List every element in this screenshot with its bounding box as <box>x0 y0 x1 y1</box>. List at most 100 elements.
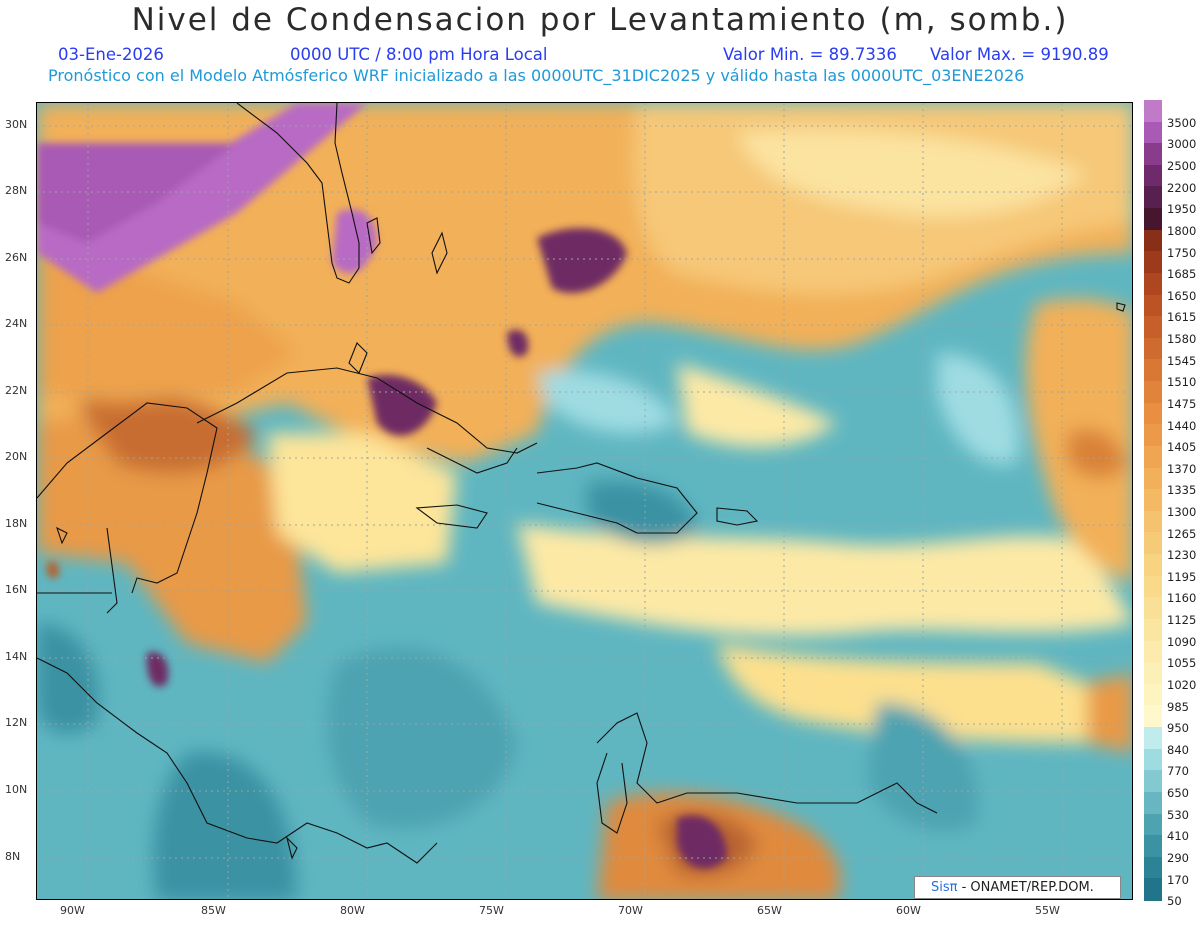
legend-label: 1160 <box>1167 591 1197 606</box>
legend-swatch <box>1144 186 1162 209</box>
legend-swatch <box>1144 640 1162 663</box>
lon-tick-label: 65W <box>757 904 782 917</box>
legend-label: 1230 <box>1167 548 1197 563</box>
lon-tick-label: 75W <box>479 904 504 917</box>
legend-swatch <box>1144 532 1162 555</box>
legend-swatch <box>1144 575 1162 598</box>
credit-box: Sisπ - ONAMET/REP.DOM. <box>914 876 1121 899</box>
min-value: Valor Min. = 89.7336 <box>723 45 897 64</box>
legend-label: 950 <box>1167 721 1189 736</box>
lon-tick-label: 60W <box>896 904 921 917</box>
legend-label: 170 <box>1167 872 1189 887</box>
lat-tick-label: 14N <box>5 650 28 663</box>
forecast-time: 0000 UTC / 8:00 pm Hora Local <box>290 45 548 64</box>
legend-swatch <box>1144 791 1162 815</box>
legend-swatch <box>1144 467 1162 490</box>
legend-swatch <box>1144 856 1162 879</box>
lat-tick-label: 18N <box>5 517 28 530</box>
lat-tick-label: 22N <box>5 384 28 397</box>
lon-tick-label: 85W <box>201 904 226 917</box>
legend-swatch <box>1144 164 1162 188</box>
legend-label: 1090 <box>1167 634 1197 649</box>
graticule <box>37 103 1132 899</box>
color-legend <box>1144 100 1162 901</box>
coastlines <box>37 103 1126 864</box>
legend-label: 1750 <box>1167 245 1197 260</box>
map-title: Nivel de Condensacion por Levantamiento … <box>131 2 1069 38</box>
model-info: Pronóstico con el Modelo Atmósferico WRF… <box>48 66 1025 85</box>
legend-swatch <box>1144 510 1162 534</box>
legend-swatch <box>1144 554 1162 577</box>
legend-swatch <box>1144 813 1162 836</box>
legend-swatch <box>1144 727 1162 750</box>
legend-label: 985 <box>1167 699 1189 714</box>
legend-swatch <box>1144 229 1162 252</box>
legend-label: 1545 <box>1167 353 1197 368</box>
legend-swatch <box>1144 705 1162 728</box>
lat-tick-label: 16N <box>5 583 28 596</box>
legend-swatch <box>1144 337 1162 361</box>
legend-label: 2200 <box>1167 180 1197 195</box>
legend-label: 1950 <box>1167 202 1197 217</box>
legend-swatch <box>1144 445 1162 469</box>
lcl-field-map <box>37 103 1132 899</box>
legend-swatch <box>1144 143 1162 166</box>
legend-swatch <box>1144 683 1162 706</box>
lat-tick-label: 30N <box>5 118 28 131</box>
legend-swatch <box>1144 402 1162 425</box>
max-value: Valor Max. = 9190.89 <box>930 45 1109 64</box>
legend-label: 1580 <box>1167 332 1197 347</box>
legend-label: 1125 <box>1167 613 1197 628</box>
legend-label: 1685 <box>1167 267 1197 282</box>
legend-label: 1335 <box>1167 483 1197 498</box>
legend-label: 1650 <box>1167 288 1197 303</box>
legend-swatch <box>1144 294 1162 317</box>
legend-label: 1055 <box>1167 656 1197 671</box>
legend-swatch <box>1144 424 1162 447</box>
legend-label: 1475 <box>1167 396 1197 411</box>
lat-tick-label: 28N <box>5 184 28 197</box>
legend-swatch <box>1144 100 1162 123</box>
legend-swatch <box>1144 208 1162 231</box>
legend-label: 1370 <box>1167 461 1197 476</box>
legend-swatch <box>1144 381 1162 404</box>
legend-label: 1405 <box>1167 440 1197 455</box>
legend-label: 1020 <box>1167 677 1197 692</box>
legend-label: 1800 <box>1167 223 1197 238</box>
map-panel <box>36 102 1133 900</box>
legend-label: 1265 <box>1167 526 1197 541</box>
legend-label: 770 <box>1167 764 1189 779</box>
legend-label: 2500 <box>1167 159 1197 174</box>
legend-label: 290 <box>1167 850 1189 865</box>
lat-tick-label: 26N <box>5 251 28 264</box>
legend-swatch <box>1144 359 1162 382</box>
sispi-logo-text: Sisπ <box>931 880 958 895</box>
lat-tick-label: 12N <box>5 716 28 729</box>
lat-tick-label: 20N <box>5 450 28 463</box>
legend-label: 50 <box>1167 894 1182 909</box>
lat-tick-label: 24N <box>5 317 28 330</box>
legend-swatch <box>1144 662 1162 685</box>
credit-org: - ONAMET/REP.DOM. <box>957 880 1094 895</box>
legend-label: 1440 <box>1167 418 1197 433</box>
lat-tick-label: 8N <box>5 850 21 863</box>
legend-swatch <box>1144 597 1162 620</box>
legend-swatch <box>1144 121 1162 144</box>
legend-swatch <box>1144 251 1162 274</box>
forecast-date: 03-Ene-2026 <box>58 45 164 64</box>
legend-swatch <box>1144 489 1162 512</box>
legend-label: 530 <box>1167 807 1189 822</box>
legend-swatch <box>1144 618 1162 642</box>
lon-tick-label: 55W <box>1035 904 1060 917</box>
legend-swatch <box>1144 272 1162 296</box>
legend-label: 1615 <box>1167 310 1197 325</box>
legend-swatch <box>1144 878 1162 901</box>
legend-label: 1195 <box>1167 569 1197 584</box>
legend-swatch <box>1144 835 1162 858</box>
lon-tick-label: 80W <box>340 904 365 917</box>
legend-swatch <box>1144 316 1162 339</box>
legend-swatch <box>1144 748 1162 771</box>
lon-tick-label: 70W <box>618 904 643 917</box>
lon-tick-label: 90W <box>60 904 85 917</box>
legend-label: 410 <box>1167 829 1189 844</box>
